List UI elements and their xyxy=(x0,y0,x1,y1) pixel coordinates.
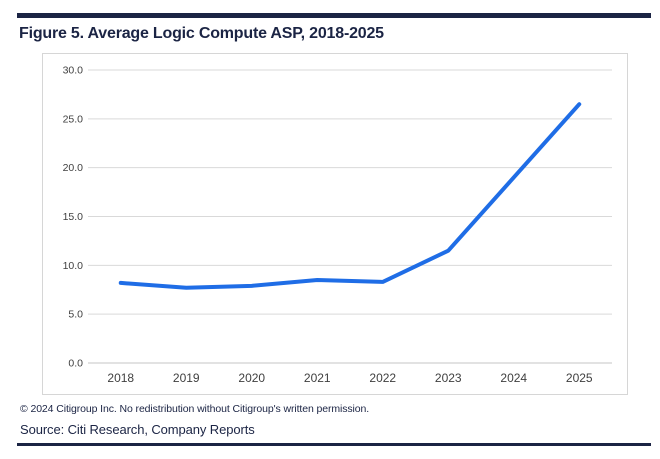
figure-title: Figure 5. Average Logic Compute ASP, 201… xyxy=(19,25,384,42)
x-tick-label: 2024 xyxy=(500,371,527,385)
x-tick-label: 2021 xyxy=(304,371,331,385)
y-tick-label: 5.0 xyxy=(68,309,83,321)
y-tick-label: 25.0 xyxy=(63,113,84,125)
x-tick-label: 2020 xyxy=(238,371,265,385)
source-note: Source: Citi Research, Company Reports xyxy=(20,422,255,437)
x-tick-label: 2019 xyxy=(173,371,200,385)
y-tick-label: 30.0 xyxy=(63,65,84,77)
asp-line-series xyxy=(118,102,582,290)
copyright-note: © 2024 Citigroup Inc. No redistribution … xyxy=(20,403,370,415)
top-divider xyxy=(17,13,651,18)
x-tick-label: 2022 xyxy=(369,371,396,385)
y-tick-label: 0.0 xyxy=(68,358,83,370)
x-tick-label: 2018 xyxy=(107,371,134,385)
x-tick-label: 2023 xyxy=(435,371,462,385)
bottom-divider xyxy=(17,443,651,446)
chart-frame: 0.0 5.0 10.0 15.0 20.0 25.0 30.0 2018 2019 2020 20… xyxy=(42,53,628,395)
y-tick-label: 10.0 xyxy=(63,260,84,272)
x-tick-label: 2025 xyxy=(566,371,593,385)
y-tick-label: 15.0 xyxy=(63,211,84,223)
y-tick-label: 20.0 xyxy=(63,162,84,174)
asp-line-chart: 0.0 5.0 10.0 15.0 20.0 25.0 30.0 2018 2019 2020 20… xyxy=(63,65,612,385)
